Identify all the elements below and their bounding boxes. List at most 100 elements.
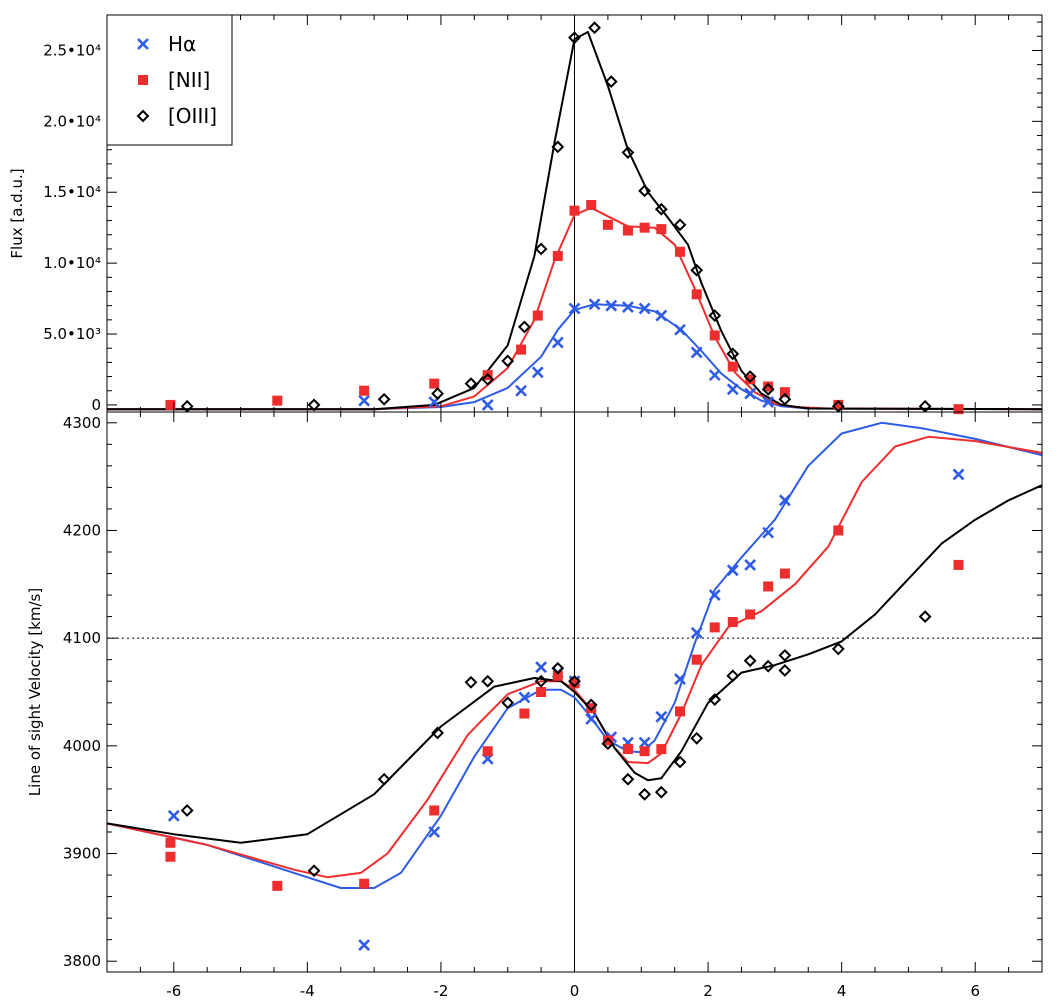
data-point-oiii: [501, 696, 515, 710]
data-point-h: [674, 673, 686, 685]
y-tick-label: 4200: [63, 521, 101, 539]
data-point-nii: [833, 399, 844, 410]
series-nii: [165, 199, 964, 415]
data-point-oiii: [377, 772, 391, 786]
data-point-nii: [779, 568, 790, 579]
flux-panel: 0 5.0•10³ 1.0•10⁴ 1.5•10⁴ 2.0•10⁴ 2.5•10⁴ Flux…: [8, 14, 1043, 415]
data-point-oiii: [621, 772, 635, 786]
data-point-oiii: [501, 354, 515, 368]
legend-entry-oiii: [OIII]: [136, 104, 217, 128]
y-tick-label: 1.0•10⁴: [43, 254, 101, 272]
y-tick-label: 3800: [63, 952, 101, 970]
data-point-h: [167, 809, 180, 822]
data-point-h: [638, 302, 651, 315]
data-point-nii: [569, 678, 580, 689]
y-tick-label: 0: [91, 396, 101, 414]
data-point-h: [515, 384, 527, 397]
data-point-h: [605, 299, 618, 312]
data-point-nii: [165, 851, 176, 862]
y-tick-label: 2.5•10⁴: [43, 41, 101, 59]
y-tick-label: 4100: [63, 629, 101, 647]
data-point-nii: [622, 225, 633, 236]
data-point-h: [762, 526, 775, 539]
data-point-oiii: [601, 737, 615, 751]
data-point-nii: [639, 746, 650, 757]
data-point-oiii: [918, 610, 932, 624]
data-point-nii: [622, 744, 633, 755]
data-point-nii: [569, 205, 580, 216]
data-point-h: [531, 366, 544, 379]
x-tick-label: -4: [300, 982, 315, 1000]
data-point-nii: [709, 330, 720, 341]
series-oiii: [180, 610, 932, 878]
data-point-h: [655, 309, 668, 322]
data-point-nii: [639, 222, 650, 233]
legend-label: [NII]: [168, 68, 210, 92]
data-point-h: [358, 939, 371, 951]
data-point-oiii: [464, 675, 478, 689]
data-point-oiii: [690, 263, 704, 277]
data-point-nii: [165, 399, 176, 410]
data-point-nii: [429, 378, 440, 389]
data-point-oiii: [517, 320, 531, 334]
data-point-oiii: [568, 674, 581, 688]
data-point-nii: [602, 219, 613, 230]
data-point-nii: [953, 559, 964, 570]
data-point-oiii: [761, 659, 775, 673]
y-tick-label: 5.0•10³: [43, 325, 101, 343]
data-point-h: [674, 323, 686, 336]
data-point-oiii: [534, 242, 548, 256]
y-tick-label: 1.5•10⁴: [43, 183, 101, 201]
data-point-nii: [763, 381, 774, 392]
data-point-nii: [763, 581, 774, 592]
data-point-nii: [482, 746, 493, 757]
legend-marker-h: [137, 38, 149, 50]
data-point-nii: [745, 374, 756, 385]
data-point-h: [358, 394, 371, 407]
y-tick-label: 2.0•10⁴: [43, 112, 101, 130]
legend-box: [106, 14, 233, 146]
data-point-oiii: [743, 654, 757, 668]
data-point-oiii: [481, 674, 495, 688]
data-point-h: [690, 346, 703, 359]
series-h: [167, 468, 965, 951]
data-point-oiii: [708, 309, 722, 323]
legend-label: Hα: [168, 32, 196, 56]
data-point-oiii: [431, 726, 445, 740]
series-oiii: [180, 21, 932, 413]
data-point-oiii: [307, 398, 321, 412]
y-axis-title: Line of sight Velocity [km/s]: [26, 588, 44, 796]
data-point-h: [588, 298, 601, 311]
data-point-oiii: [307, 864, 321, 878]
series-h: [358, 298, 775, 411]
data-point-h: [762, 396, 775, 408]
data-point-oiii: [654, 202, 668, 216]
data-point-nii: [519, 708, 530, 719]
data-point-nii: [779, 387, 790, 398]
x-tick-label: -6: [166, 982, 181, 1000]
data-point-nii: [272, 395, 283, 406]
data-point-oiii: [464, 377, 478, 391]
data-point-h: [778, 494, 791, 507]
data-point-nii: [656, 744, 667, 755]
data-point-oiii: [918, 399, 932, 413]
data-point-nii: [429, 805, 440, 816]
data-point-nii: [745, 609, 756, 620]
data-point-oiii: [551, 661, 565, 675]
data-point-oiii: [690, 731, 704, 745]
data-point-nii: [675, 706, 686, 717]
data-point-oiii: [621, 146, 635, 159]
y-tick-label: 3900: [63, 845, 101, 863]
data-point-oiii: [534, 674, 548, 688]
data-point-oiii: [708, 693, 722, 706]
data-point-h: [726, 564, 739, 577]
x-tick-label: 6: [970, 982, 980, 1000]
data-point-oiii: [778, 392, 792, 406]
data-point-h: [690, 626, 703, 639]
data-point-oiii: [778, 648, 792, 662]
data-point-oiii: [673, 755, 687, 769]
data-point-nii: [552, 670, 563, 681]
data-point-nii: [165, 837, 176, 848]
data-point-h: [638, 736, 651, 749]
